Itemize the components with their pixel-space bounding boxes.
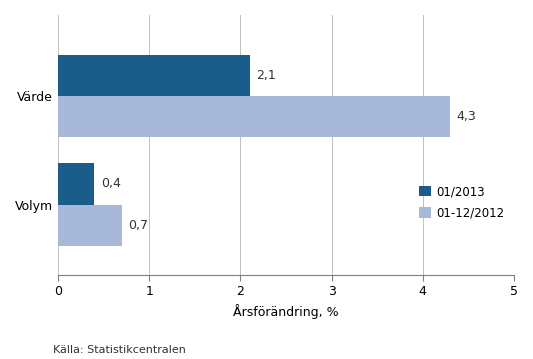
Text: Källa: Statistikcentralen: Källa: Statistikcentralen (53, 345, 186, 355)
Bar (58, 96, 450, 137)
Text: 0,7: 0,7 (128, 219, 148, 232)
Legend: 01/2013, 01-12/2012: 01/2013, 01-12/2012 (415, 182, 508, 223)
Text: 4,3: 4,3 (457, 110, 477, 123)
Bar (58, 163, 94, 205)
Text: 2,1: 2,1 (256, 69, 276, 82)
Text: 0,4: 0,4 (101, 177, 121, 191)
Bar (58, 55, 249, 96)
Bar (58, 205, 122, 246)
X-axis label: Årsförändring, %: Årsförändring, % (233, 304, 339, 319)
